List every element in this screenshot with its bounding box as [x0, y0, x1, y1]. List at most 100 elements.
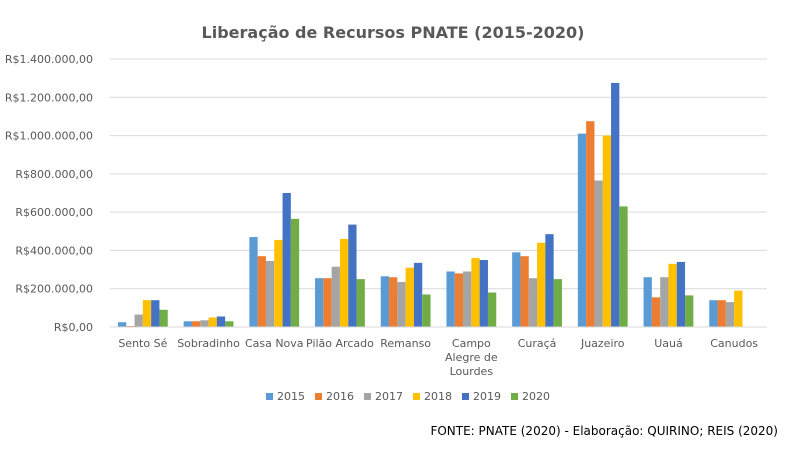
x-category-label: Sobradinho: [177, 337, 240, 350]
bar-2018: [668, 263, 677, 327]
x-category-label-line: Juazeiro: [580, 337, 625, 350]
bar-2018: [142, 300, 152, 327]
bar-2020: [619, 206, 628, 327]
x-category-label: Remanso: [380, 337, 431, 350]
bar-2016: [717, 300, 726, 327]
bar-2017: [397, 282, 406, 327]
bar-2015: [315, 278, 324, 327]
bar-2020: [487, 292, 497, 327]
y-tick-label: R$1.200.000,00: [5, 91, 93, 104]
bar-2020: [225, 321, 234, 327]
legend: 2015 2016 2017 2018 2019 2020: [266, 390, 550, 403]
legend-swatch: [266, 393, 273, 400]
x-category-label-line: Sento Sé: [118, 337, 167, 350]
gridlines: [110, 58, 767, 290]
bar-2019: [413, 262, 423, 327]
bar-2018: [405, 267, 414, 327]
chart-container: Liberação de Recursos PNATE (2015-2020) …: [5, 23, 767, 403]
bar-2020: [290, 218, 300, 327]
bar-2015: [380, 276, 390, 327]
source-note: FONTE: PNATE (2020) - Elaboração: QUIRIN…: [430, 424, 778, 438]
x-category-label: Campo Alegre de Lourdes: [445, 337, 498, 378]
y-tick-label: R$0,00: [54, 321, 93, 334]
legend-swatch: [413, 393, 420, 400]
x-category-label: Sento Sé: [118, 337, 167, 350]
y-tick-label: R$1.000.000,00: [5, 130, 93, 143]
bar-2016: [257, 256, 266, 327]
bar-2020: [422, 294, 431, 327]
bar-2015: [183, 321, 192, 327]
y-tick-label: R$400.000,00: [15, 244, 93, 257]
x-axis-category-labels: Sento Sé Sobradinho Casa Nova Pilão Arcado R…: [118, 337, 758, 378]
x-category-label-line: Pilão Arcado: [306, 337, 374, 350]
bar-2017: [660, 277, 669, 327]
legend-label: 2015: [277, 390, 305, 403]
chart-title: Liberação de Recursos PNATE (2015-2020): [202, 23, 585, 42]
legend-label: 2018: [424, 390, 452, 403]
x-category-label: Pilão Arcado: [306, 337, 374, 350]
bar-2019: [611, 82, 620, 328]
bar-2019: [348, 224, 357, 327]
bar-2019: [282, 193, 291, 327]
y-tick-label: R$600.000,00: [15, 206, 93, 219]
y-tick-label: R$200.000,00: [15, 283, 93, 296]
x-category-label-line: Lourdes: [450, 365, 494, 378]
bar-2016: [323, 278, 332, 327]
legend-swatch: [364, 393, 371, 400]
bar-2015: [512, 252, 521, 327]
x-category-label: Curaçá: [518, 337, 557, 350]
x-category-label-line: Sobradinho: [177, 337, 240, 350]
bar-2018: [208, 317, 217, 327]
x-category-label-line: Curaçá: [518, 337, 557, 350]
x-category-label: Canudos: [710, 337, 758, 350]
bar-2015: [643, 277, 652, 327]
bar-2015: [117, 322, 127, 327]
bar-2019: [479, 260, 488, 327]
legend-label: 2020: [522, 390, 550, 403]
bar-2018: [471, 258, 480, 327]
x-category-label-line: Casa Nova: [245, 337, 304, 350]
x-category-label-line: Campo: [452, 337, 491, 350]
bar-2017: [200, 320, 209, 327]
x-category-label: Casa Nova: [245, 337, 304, 350]
bar-2018: [339, 238, 349, 327]
x-category-label-line: Canudos: [710, 337, 758, 350]
bar-2019: [216, 316, 226, 327]
bar-2019: [545, 234, 554, 327]
bar-2018: [537, 242, 546, 327]
bar-2016: [454, 273, 464, 327]
bar-2017: [134, 314, 143, 327]
bar-2015: [446, 271, 455, 327]
legend-label: 2019: [473, 390, 501, 403]
x-category-label-line: Remanso: [380, 337, 431, 350]
legend-swatch: [511, 393, 518, 400]
bar-2017: [265, 260, 275, 327]
bars: [117, 82, 743, 328]
bar-2015: [709, 300, 718, 327]
bar-2018: [734, 290, 743, 327]
bar-2017: [594, 180, 603, 327]
bar-2015: [577, 133, 587, 327]
y-tick-label: R$800.000,00: [15, 168, 93, 181]
y-axis-tick-labels: R$0,00 R$200.000,00 R$400.000,00 R$600.000,…: [5, 53, 93, 334]
x-category-label: Uauá: [654, 337, 683, 350]
bar-2020: [553, 279, 562, 327]
x-category-label: Juazeiro: [580, 337, 625, 350]
bar-2015: [249, 237, 258, 327]
bar-2016: [586, 121, 595, 328]
bar-2017: [528, 278, 538, 327]
bar-2018: [602, 135, 612, 327]
bar-2016: [520, 256, 529, 327]
bar-chart: Liberação de Recursos PNATE (2015-2020) …: [5, 23, 767, 403]
bar-2020: [159, 309, 168, 327]
x-category-label-line: Uauá: [654, 337, 683, 350]
bar-2019: [151, 300, 160, 327]
bar-2016: [191, 321, 201, 327]
legend-swatch: [315, 393, 322, 400]
bar-2020: [356, 279, 365, 327]
legend-label: 2017: [375, 390, 403, 403]
bar-2016: [651, 297, 661, 327]
bar-2018: [274, 239, 283, 327]
legend-label: 2016: [326, 390, 354, 403]
bar-2017: [331, 266, 340, 327]
